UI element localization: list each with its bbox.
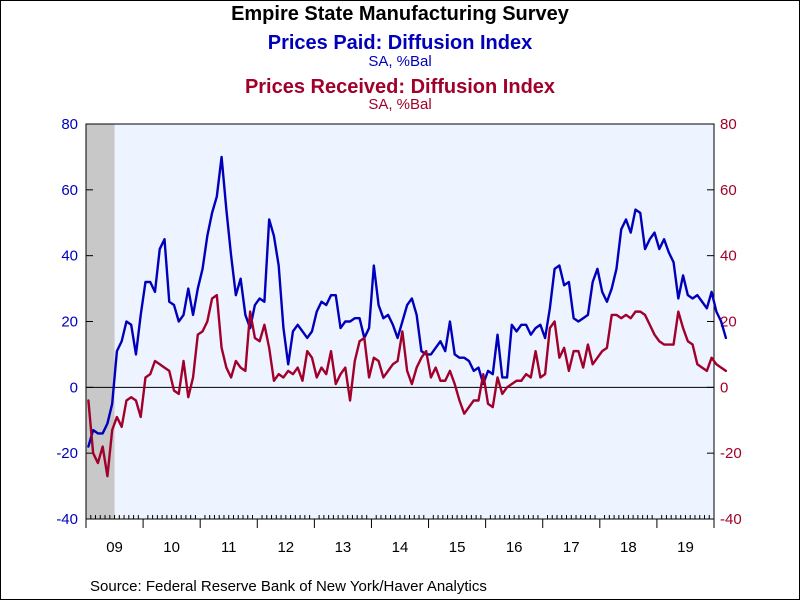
y-right-tick-label: 0: [720, 379, 728, 396]
y-left-tick-label: -20: [56, 445, 78, 462]
x-tick-label: 15: [449, 539, 466, 556]
y-left-tick-label: -40: [56, 511, 78, 528]
y-left-tick-label: 60: [61, 182, 78, 199]
x-tick-label: 09: [106, 539, 123, 556]
x-tick-label: 12: [277, 539, 294, 556]
x-tick-label: 14: [392, 539, 409, 556]
y-right-tick-label: 40: [720, 248, 737, 265]
y-right-tick-label: 80: [720, 116, 737, 133]
y-left-tick-label: 40: [61, 248, 78, 265]
line-chart: -40-20020406080-40-2002040608009 10 11 12 13…: [0, 0, 800, 600]
x-tick-label: 16: [506, 539, 523, 556]
y-left-tick-label: 80: [61, 116, 78, 133]
x-tick-label: 10: [163, 539, 180, 556]
x-tick-label: 13: [335, 539, 352, 556]
x-tick-label: 11: [221, 539, 237, 556]
y-left-tick-label: 20: [61, 314, 78, 331]
x-tick-label: 17: [563, 539, 580, 556]
y-right-tick-label: 60: [720, 182, 737, 199]
y-left-tick-label: 0: [70, 379, 78, 396]
y-right-tick-label: -20: [720, 445, 742, 462]
y-right-tick-label: -40: [720, 511, 742, 528]
x-tick-label: 18: [620, 539, 637, 556]
x-tick-label: 19: [677, 539, 694, 556]
source-note: Source: Federal Reserve Bank of New York…: [90, 578, 487, 595]
